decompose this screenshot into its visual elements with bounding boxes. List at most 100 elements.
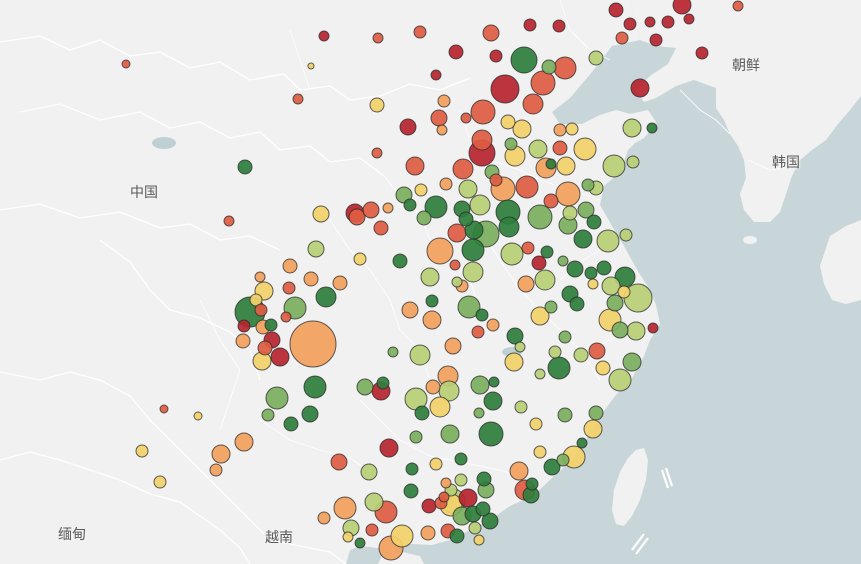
city-bubble[interactable] xyxy=(392,253,408,269)
city-bubble[interactable] xyxy=(451,276,463,288)
city-bubble[interactable] xyxy=(552,140,568,156)
city-bubble[interactable] xyxy=(482,24,500,42)
city-bubble[interactable] xyxy=(544,300,558,314)
city-bubble[interactable] xyxy=(461,238,485,262)
city-bubble[interactable] xyxy=(282,281,296,295)
city-bubble[interactable] xyxy=(403,483,419,499)
city-bubble[interactable] xyxy=(528,139,548,159)
city-bubble[interactable] xyxy=(541,59,557,75)
city-bubble[interactable] xyxy=(553,123,567,137)
city-bubble[interactable] xyxy=(342,531,354,543)
city-bubble[interactable] xyxy=(458,179,478,199)
city-bubble[interactable] xyxy=(515,175,539,199)
city-bubble[interactable] xyxy=(360,463,378,481)
city-bubble[interactable] xyxy=(353,252,367,266)
city-bubble[interactable] xyxy=(414,405,430,421)
city-bubble[interactable] xyxy=(548,345,562,359)
city-bubble[interactable] xyxy=(333,496,357,520)
city-bubble[interactable] xyxy=(401,301,419,319)
city-bubble[interactable] xyxy=(257,340,273,356)
city-bubble[interactable] xyxy=(312,205,330,223)
city-bubble[interactable] xyxy=(470,99,496,125)
city-bubble[interactable] xyxy=(557,255,569,267)
city-bubble[interactable] xyxy=(602,154,626,178)
city-bubble[interactable] xyxy=(586,214,602,230)
city-bubble[interactable] xyxy=(540,245,554,259)
city-bubble[interactable] xyxy=(623,17,637,31)
city-bubble[interactable] xyxy=(264,318,278,332)
city-bubble[interactable] xyxy=(626,155,640,169)
city-bubble[interactable] xyxy=(475,308,489,322)
city-bubble[interactable] xyxy=(237,319,251,333)
city-bubble[interactable] xyxy=(672,0,692,15)
city-bubble[interactable] xyxy=(420,525,436,541)
city-bubble[interactable] xyxy=(683,13,695,25)
city-bubble[interactable] xyxy=(517,275,535,293)
city-bubble[interactable] xyxy=(235,333,251,349)
city-bubble[interactable] xyxy=(430,69,442,81)
city-bubble[interactable] xyxy=(547,356,571,380)
city-bubble[interactable] xyxy=(595,360,611,376)
city-bubble[interactable] xyxy=(379,438,399,458)
city-bubble[interactable] xyxy=(372,32,384,44)
city-bubble[interactable] xyxy=(390,524,414,548)
city-bubble[interactable] xyxy=(522,93,544,115)
city-bubble[interactable] xyxy=(471,325,485,339)
city-bubble[interactable] xyxy=(315,286,337,308)
city-bubble[interactable] xyxy=(473,534,485,546)
city-bubble[interactable] xyxy=(283,416,299,432)
city-bubble[interactable] xyxy=(483,391,503,411)
city-bubble[interactable] xyxy=(135,444,149,458)
city-bubble[interactable] xyxy=(373,220,389,236)
city-bubble[interactable] xyxy=(371,147,383,159)
city-bubble[interactable] xyxy=(439,177,453,191)
city-bubble[interactable] xyxy=(534,269,556,291)
city-bubble[interactable] xyxy=(369,97,385,113)
city-bubble[interactable] xyxy=(457,295,481,319)
city-bubble[interactable] xyxy=(606,294,624,312)
city-bubble[interactable] xyxy=(521,241,535,255)
city-bubble[interactable] xyxy=(413,25,427,39)
city-bubble[interactable] xyxy=(318,30,330,42)
city-bubble[interactable] xyxy=(552,19,566,33)
city-bubble[interactable] xyxy=(533,445,547,459)
city-bubble[interactable] xyxy=(440,424,460,444)
city-bubble[interactable] xyxy=(475,501,491,517)
city-bubble[interactable] xyxy=(409,430,423,444)
city-bubble[interactable] xyxy=(630,78,650,98)
city-bubble[interactable] xyxy=(303,375,327,399)
city-bubble[interactable] xyxy=(543,458,561,476)
city-bubble[interactable] xyxy=(237,159,253,175)
city-bubble[interactable] xyxy=(489,49,503,63)
city-bubble[interactable] xyxy=(473,407,485,419)
city-bubble[interactable] xyxy=(649,33,663,47)
city-bubble[interactable] xyxy=(514,341,526,353)
city-bubble[interactable] xyxy=(356,378,374,396)
city-bubble[interactable] xyxy=(292,93,304,105)
city-bubble[interactable] xyxy=(615,31,629,45)
city-bubble[interactable] xyxy=(596,229,620,253)
city-bubble[interactable] xyxy=(409,344,431,366)
city-bubble[interactable] xyxy=(566,260,584,278)
city-bubble[interactable] xyxy=(553,56,577,80)
city-bubble[interactable] xyxy=(626,321,646,341)
city-bubble[interactable] xyxy=(405,156,425,176)
city-bubble[interactable] xyxy=(514,400,528,414)
city-bubble[interactable] xyxy=(622,118,642,138)
city-bubble[interactable] xyxy=(608,2,624,18)
city-bubble[interactable] xyxy=(469,194,491,216)
city-bubble[interactable] xyxy=(460,112,472,124)
city-bubble[interactable] xyxy=(330,453,348,471)
city-bubble[interactable] xyxy=(587,278,599,290)
city-bubble[interactable] xyxy=(565,122,579,136)
city-bubble[interactable] xyxy=(558,330,572,344)
city-bubble[interactable] xyxy=(254,303,268,317)
city-bubble[interactable] xyxy=(429,457,443,471)
city-bubble[interactable] xyxy=(223,215,235,227)
city-bubble[interactable] xyxy=(545,158,557,170)
city-bubble[interactable] xyxy=(462,261,484,283)
city-bubble[interactable] xyxy=(695,46,709,60)
city-bubble[interactable] xyxy=(444,337,462,355)
city-bubble[interactable] xyxy=(416,210,432,226)
